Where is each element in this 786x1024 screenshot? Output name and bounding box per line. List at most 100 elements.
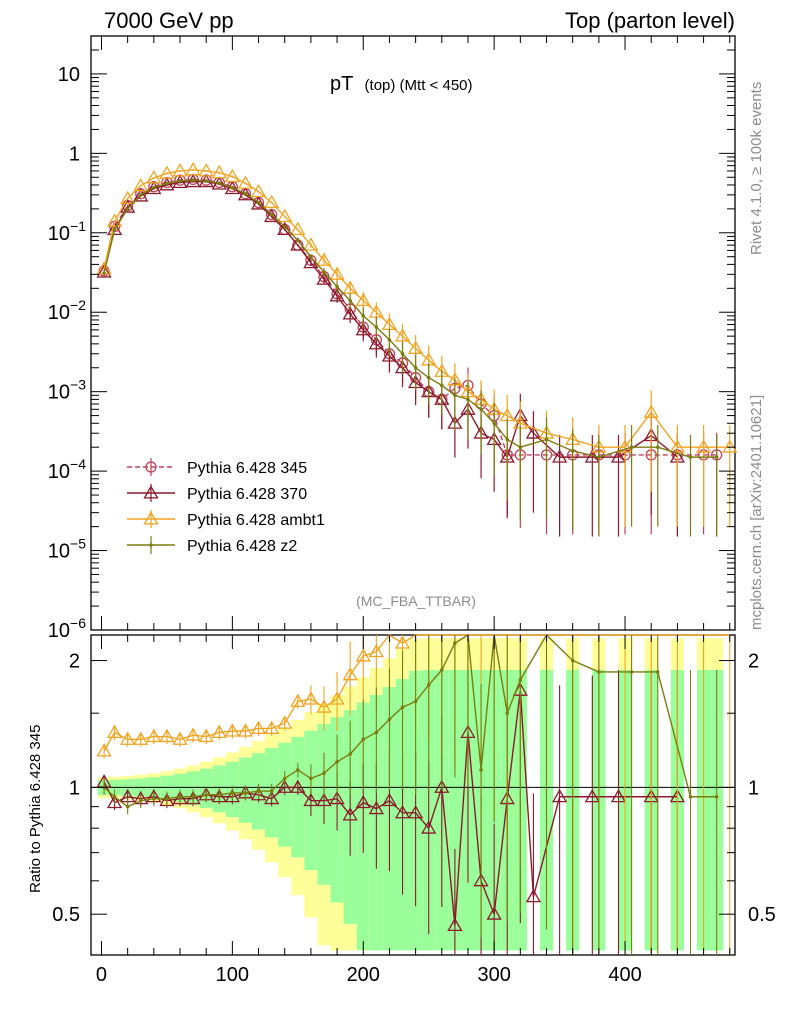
marker-dot (335, 760, 339, 764)
marker-dot (296, 768, 300, 772)
marker-triangle (421, 820, 437, 834)
marker-triangle (120, 190, 136, 205)
marker-triangle (133, 188, 149, 202)
y-tick-label: 10−3 (48, 377, 86, 404)
marker-dot (230, 185, 235, 190)
marker-triangle (146, 728, 162, 743)
marker-dot (400, 351, 405, 356)
marker-triangle (264, 720, 280, 734)
plot-title-main: pT (330, 73, 353, 95)
legend-label: Pythia 6.428 ambt1 (187, 512, 325, 529)
marker-triangle (211, 164, 227, 179)
marker-dot (439, 383, 444, 388)
marker-triangle (106, 213, 123, 227)
marker-triangle (355, 322, 371, 336)
y-tick-label: 10−6 (48, 615, 86, 642)
marker-triangle (669, 439, 686, 453)
marker-dot (191, 794, 195, 799)
marker-triangle (434, 779, 450, 793)
marker-dot (125, 207, 130, 211)
axes: 0 100 200 300 40010−610−510−410−310−210−1110… (48, 35, 776, 986)
marker-dot (413, 699, 418, 704)
series-pythia-6-428-345 (98, 173, 723, 535)
marker-triangle (342, 280, 358, 294)
legend-entry: Pythia 6.428 370 (127, 484, 307, 503)
marker-triangle (277, 208, 293, 223)
marker-triangle (316, 699, 332, 713)
marker-dot (597, 670, 601, 674)
marker-dot (426, 683, 431, 687)
marker-triangle (198, 728, 214, 743)
marker-triangle (290, 693, 306, 707)
marker-triangle (224, 168, 240, 183)
marker-triangle (264, 790, 280, 805)
marker-dot (400, 705, 405, 709)
marker-triangle (329, 790, 345, 805)
marker-dot (453, 393, 457, 398)
marker-triangle (264, 194, 280, 209)
marker-dot (518, 678, 523, 682)
marker-triangle (224, 788, 240, 803)
marker-triangle (250, 183, 267, 198)
ratio-panel-frame (90, 634, 736, 956)
marker-dot (714, 455, 719, 459)
marker-triangle (342, 306, 358, 320)
y-tick-label: 10−5 (48, 536, 86, 563)
marker-triangle (610, 449, 627, 463)
ratio-line (103, 633, 717, 808)
ratio-y-tick-label-right: 2 (748, 651, 759, 673)
legend-entry: Pythia 6.428 345 (127, 458, 307, 477)
marker-dot (112, 227, 117, 232)
marker-dot (322, 771, 326, 776)
marker-dot (655, 670, 660, 674)
marker-triangle (394, 805, 411, 819)
marker-triangle (368, 336, 384, 350)
marker-triangle (172, 731, 188, 745)
marker-triangle (342, 807, 358, 821)
marker-dot (335, 284, 339, 289)
legend-label: Pythia 6.428 345 (187, 460, 307, 477)
ratio-y-tick-label: 0.5 (52, 904, 80, 926)
marker-triangle (146, 180, 162, 195)
y-tick-label: 1 (69, 143, 80, 165)
marker-triangle (224, 723, 240, 737)
marker-dot (269, 789, 274, 793)
ratio-y-tick-label: 1 (69, 777, 80, 799)
legend: Pythia 6.428 345 Pythia 6.428 370 Pythia 6… (127, 458, 325, 555)
plot-title-sub: (top) (Mtt < 450) (365, 77, 473, 94)
marker-triangle (316, 792, 332, 807)
marker-triangle (551, 788, 568, 803)
mcplots-label: mcplots.cern.ch [arXiv:2401.10621] (748, 395, 765, 630)
x-tick-label: 400 (608, 964, 641, 986)
marker-triangle (355, 648, 371, 662)
legend-label: Pythia 6.428 370 (187, 486, 307, 503)
marker-dot (479, 407, 483, 412)
marker-triangle (447, 917, 463, 932)
marker-dot (387, 337, 392, 342)
marker-dot (204, 179, 208, 183)
marker-dot (204, 793, 208, 797)
marker-triangle (368, 800, 384, 815)
marker-triangle (342, 667, 358, 681)
marker-triangle (329, 288, 345, 302)
marker-triangle (277, 779, 293, 793)
marker-dot (282, 224, 287, 229)
marker-triangle (106, 724, 123, 738)
marker-dot (138, 798, 143, 803)
marker-triangle (407, 340, 424, 354)
marker-dot (152, 796, 156, 801)
marker-dot (322, 270, 326, 274)
marker-dot (309, 254, 313, 259)
marker-triangle (159, 728, 175, 743)
marker-dot (178, 794, 182, 799)
marker-dot (165, 181, 169, 186)
ratio-y-tick-label-right: 1 (748, 777, 759, 799)
marker-dot (413, 365, 418, 370)
x-tick-label: 300 (477, 964, 510, 986)
marker-triangle (303, 254, 319, 269)
series-line (103, 179, 717, 458)
marker-triangle (250, 196, 267, 210)
marker-dot (374, 730, 379, 735)
header-right: Top (parton level) (565, 8, 735, 33)
